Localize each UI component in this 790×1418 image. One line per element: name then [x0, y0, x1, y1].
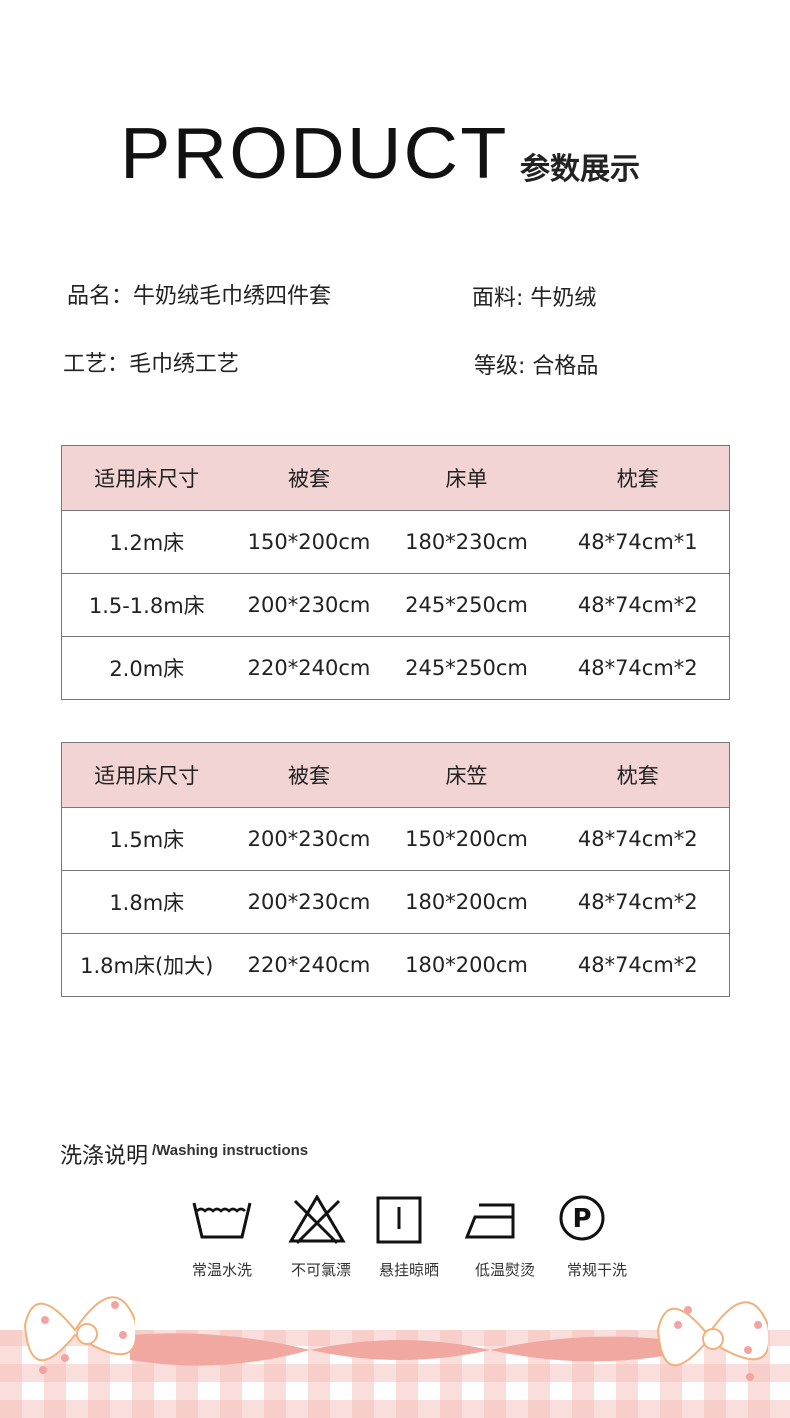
- header-cell: 枕套: [546, 445, 730, 511]
- cell: 1.2m床: [61, 510, 232, 574]
- washing-title-en: /Washing instructions: [152, 1142, 309, 1159]
- header-cell: 适用床尺寸: [61, 445, 232, 511]
- washing-title-cn: 洗涤说明: [60, 1144, 149, 1169]
- size-table-fitted: 适用床尺寸 被套 床笠 枕套 1.5m床 200*230cm 150*200cm 48…: [61, 742, 730, 997]
- cell: 48*74cm*1: [546, 510, 730, 574]
- fabric: 面料: 牛奶绒: [472, 286, 597, 311]
- cell: 48*74cm*2: [546, 933, 730, 997]
- craft: 工艺：毛巾绣工艺: [63, 352, 240, 377]
- header-cell: 枕套: [546, 742, 730, 808]
- wash-label: 常温水洗: [191, 1261, 252, 1279]
- cell: 1.8m床(加大): [61, 933, 232, 997]
- cell: 1.5-1.8m床: [61, 573, 232, 637]
- title-en: PRODUCT: [120, 114, 509, 194]
- product-name: 品名：牛奶绒毛巾绣四件套: [67, 284, 332, 309]
- grade: 等级: 合格品: [474, 354, 599, 379]
- cell: 245*250cm: [386, 573, 547, 637]
- cell: 48*74cm*2: [546, 807, 730, 871]
- cell: 200*230cm: [231, 573, 387, 637]
- cell: 1.5m床: [61, 807, 232, 871]
- table-row: 1.8m床 200*230cm 180*200cm 48*74cm*2: [61, 870, 730, 934]
- table-header: 适用床尺寸 被套 床笠 枕套: [61, 742, 730, 808]
- table-row: 1.5-1.8m床 200*230cm 245*250cm 48*74cm*2: [61, 573, 730, 637]
- hang-dry-icon: [376, 1196, 422, 1244]
- wash-tub-icon: [192, 1202, 252, 1239]
- low-iron-icon: [465, 1203, 515, 1239]
- table-row: 1.5m床 200*230cm 150*200cm 48*74cm*2: [61, 807, 730, 871]
- bow-left-icon: [23, 1296, 135, 1374]
- cell: 150*200cm: [231, 510, 387, 574]
- bow-right-icon: [656, 1301, 768, 1381]
- dry-clean-p-icon: P: [559, 1195, 605, 1241]
- header-cell: 床单: [386, 445, 547, 511]
- cell: 200*230cm: [231, 807, 387, 871]
- cell: 48*74cm*2: [546, 573, 730, 637]
- table-row: 1.8m床(加大) 220*240cm 180*200cm 48*74cm*2: [61, 933, 730, 997]
- cell: 180*230cm: [386, 510, 547, 574]
- header-cell: 被套: [231, 445, 387, 511]
- table-row: 2.0m床 220*240cm 245*250cm 48*74cm*2: [61, 636, 730, 700]
- no-bleach-icon: [288, 1195, 346, 1245]
- cell: 220*240cm: [231, 933, 387, 997]
- low-iron-label: 低温熨烫: [474, 1261, 535, 1279]
- cell: 220*240cm: [231, 636, 387, 700]
- cell: 200*230cm: [231, 870, 387, 934]
- header-cell: 床笠: [386, 742, 547, 808]
- header-cell: 适用床尺寸: [61, 742, 232, 808]
- hang-dry-label: 悬挂晾晒: [378, 1261, 439, 1279]
- washing-title: 洗涤说明 /Washing instructions: [60, 1138, 308, 1170]
- svg-text:P: P: [572, 1204, 591, 1234]
- table-row: 1.2m床 150*200cm 180*230cm 48*74cm*1: [61, 510, 730, 574]
- title-cn: 参数展示: [520, 152, 640, 187]
- dry-clean-label: 常规干洗: [566, 1261, 627, 1279]
- cell: 1.8m床: [61, 870, 232, 934]
- cell: 245*250cm: [386, 636, 547, 700]
- page-title: PRODUCT 参数展示: [120, 118, 640, 190]
- cell: 48*74cm*2: [546, 870, 730, 934]
- cell: 180*200cm: [386, 933, 547, 997]
- size-table-sheet: 适用床尺寸 被套 床单 枕套 1.2m床 150*200cm 180*230cm 48…: [61, 445, 730, 700]
- no-bleach-label: 不可氯漂: [290, 1261, 351, 1279]
- ribbon-decoration: [130, 1333, 670, 1366]
- cell: 150*200cm: [386, 807, 547, 871]
- cell: 48*74cm*2: [546, 636, 730, 700]
- table-header: 适用床尺寸 被套 床单 枕套: [61, 445, 730, 511]
- cell: 180*200cm: [386, 870, 547, 934]
- cell: 2.0m床: [61, 636, 232, 700]
- header-cell: 被套: [231, 742, 387, 808]
